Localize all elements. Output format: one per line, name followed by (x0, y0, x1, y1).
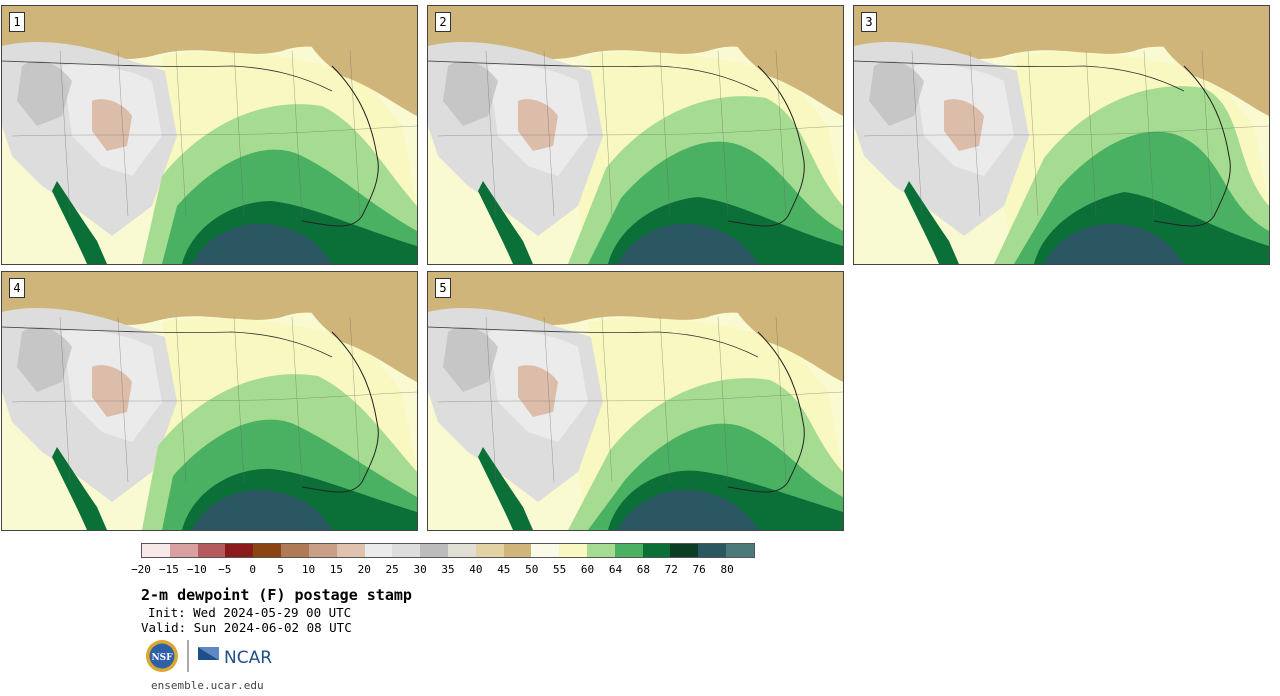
colorbar-tick-label: 25 (385, 563, 399, 576)
ncar-logo-text: NCAR (224, 648, 272, 668)
colorbar-tick-label: −15 (158, 563, 179, 576)
colorbar-segment (531, 544, 560, 557)
panel-number-1: 1 (9, 12, 25, 32)
colorbar-tick-label: 50 (525, 563, 539, 576)
colorbar-tick-label: 0 (249, 563, 256, 576)
colorbar-segment (281, 544, 309, 557)
map-panel-3: 3 (853, 5, 1270, 265)
colorbar-segment (253, 544, 282, 557)
colorbar-segment (726, 544, 754, 557)
colorbar-segment (364, 544, 393, 557)
init-time: Init: Wed 2024-05-29 00 UTC (148, 605, 352, 620)
dewpoint-map-1 (2, 6, 417, 264)
colorbar-segment (420, 544, 448, 557)
colorbar-segment (447, 544, 476, 557)
panel-number-4: 4 (9, 278, 25, 298)
colorbar-tick-label: 15 (329, 563, 343, 576)
colorbar-segment (308, 544, 337, 557)
colorbar-segment (197, 544, 226, 557)
panel-number-3: 3 (861, 12, 877, 32)
colorbar-segment (142, 544, 170, 557)
colorbar-segment (587, 544, 615, 557)
colorbar-tick-label: −5 (218, 563, 232, 576)
chart-title: 2-m dewpoint (F) postage stamp (141, 586, 412, 604)
dewpoint-map-3 (854, 6, 1269, 264)
colorbar-tick-label: −10 (186, 563, 207, 576)
colorbar-segment (169, 544, 198, 557)
map-panel-4: 4 (1, 271, 418, 531)
dewpoint-map-2 (428, 6, 843, 264)
colorbar-tick-label: 76 (692, 563, 706, 576)
colorbar-tick-label: −20 (131, 563, 151, 576)
colorbar-segment (225, 544, 254, 557)
panel-number-5: 5 (435, 278, 451, 298)
colorbar-tick-labels: −20 −15 −10 −5 0 5 10 15 20 25 30 35 40 45 50 55 60 64 68 7… (131, 563, 755, 577)
colorbar-tick-label: 35 (441, 563, 455, 576)
colorbar-segment (503, 544, 532, 557)
nsf-logo-text: NSF (151, 653, 173, 663)
valid-time: Valid: Sun 2024-06-02 08 UTC (141, 620, 352, 635)
colorbar-tick-label: 30 (413, 563, 427, 576)
map-panel-1: 1 (1, 5, 418, 265)
colorbar-tick-label: 55 (553, 563, 567, 576)
colorbar (141, 543, 755, 558)
panel-number-2: 2 (435, 12, 451, 32)
colorbar-tick-label: 20 (357, 563, 371, 576)
site-url: ensemble.ucar.edu (151, 679, 264, 692)
colorbar-segment (614, 544, 643, 557)
colorbar-tick-label: 80 (720, 563, 734, 576)
colorbar-tick-label: 60 (580, 563, 595, 576)
colorbar-segment (392, 544, 421, 557)
colorbar-segment (336, 544, 365, 557)
colorbar-segment (475, 544, 504, 557)
colorbar-tick-label: 68 (636, 563, 650, 576)
logos: NSF NCAR (146, 640, 272, 672)
colorbar-tick-label: 40 (469, 563, 483, 576)
colorbar-segment (642, 544, 671, 557)
colorbar-tick-label: 72 (664, 563, 678, 576)
colorbar-segment (698, 544, 727, 557)
colorbar-segment (670, 544, 699, 557)
nsf-logo-icon: NSF (146, 640, 178, 672)
map-panel-2: 2 (427, 5, 844, 265)
colorbar-tick-label: 64 (608, 563, 623, 576)
dewpoint-map-5 (428, 272, 843, 530)
colorbar-segment (559, 544, 587, 557)
colorbar-tick-label: 10 (301, 563, 316, 576)
ncar-logo-icon: NCAR (198, 647, 272, 668)
colorbar-tick-label: 5 (277, 563, 284, 576)
dewpoint-map-4 (2, 272, 417, 530)
colorbar-tick-label: 45 (497, 563, 511, 576)
map-panel-5: 5 (427, 271, 844, 531)
